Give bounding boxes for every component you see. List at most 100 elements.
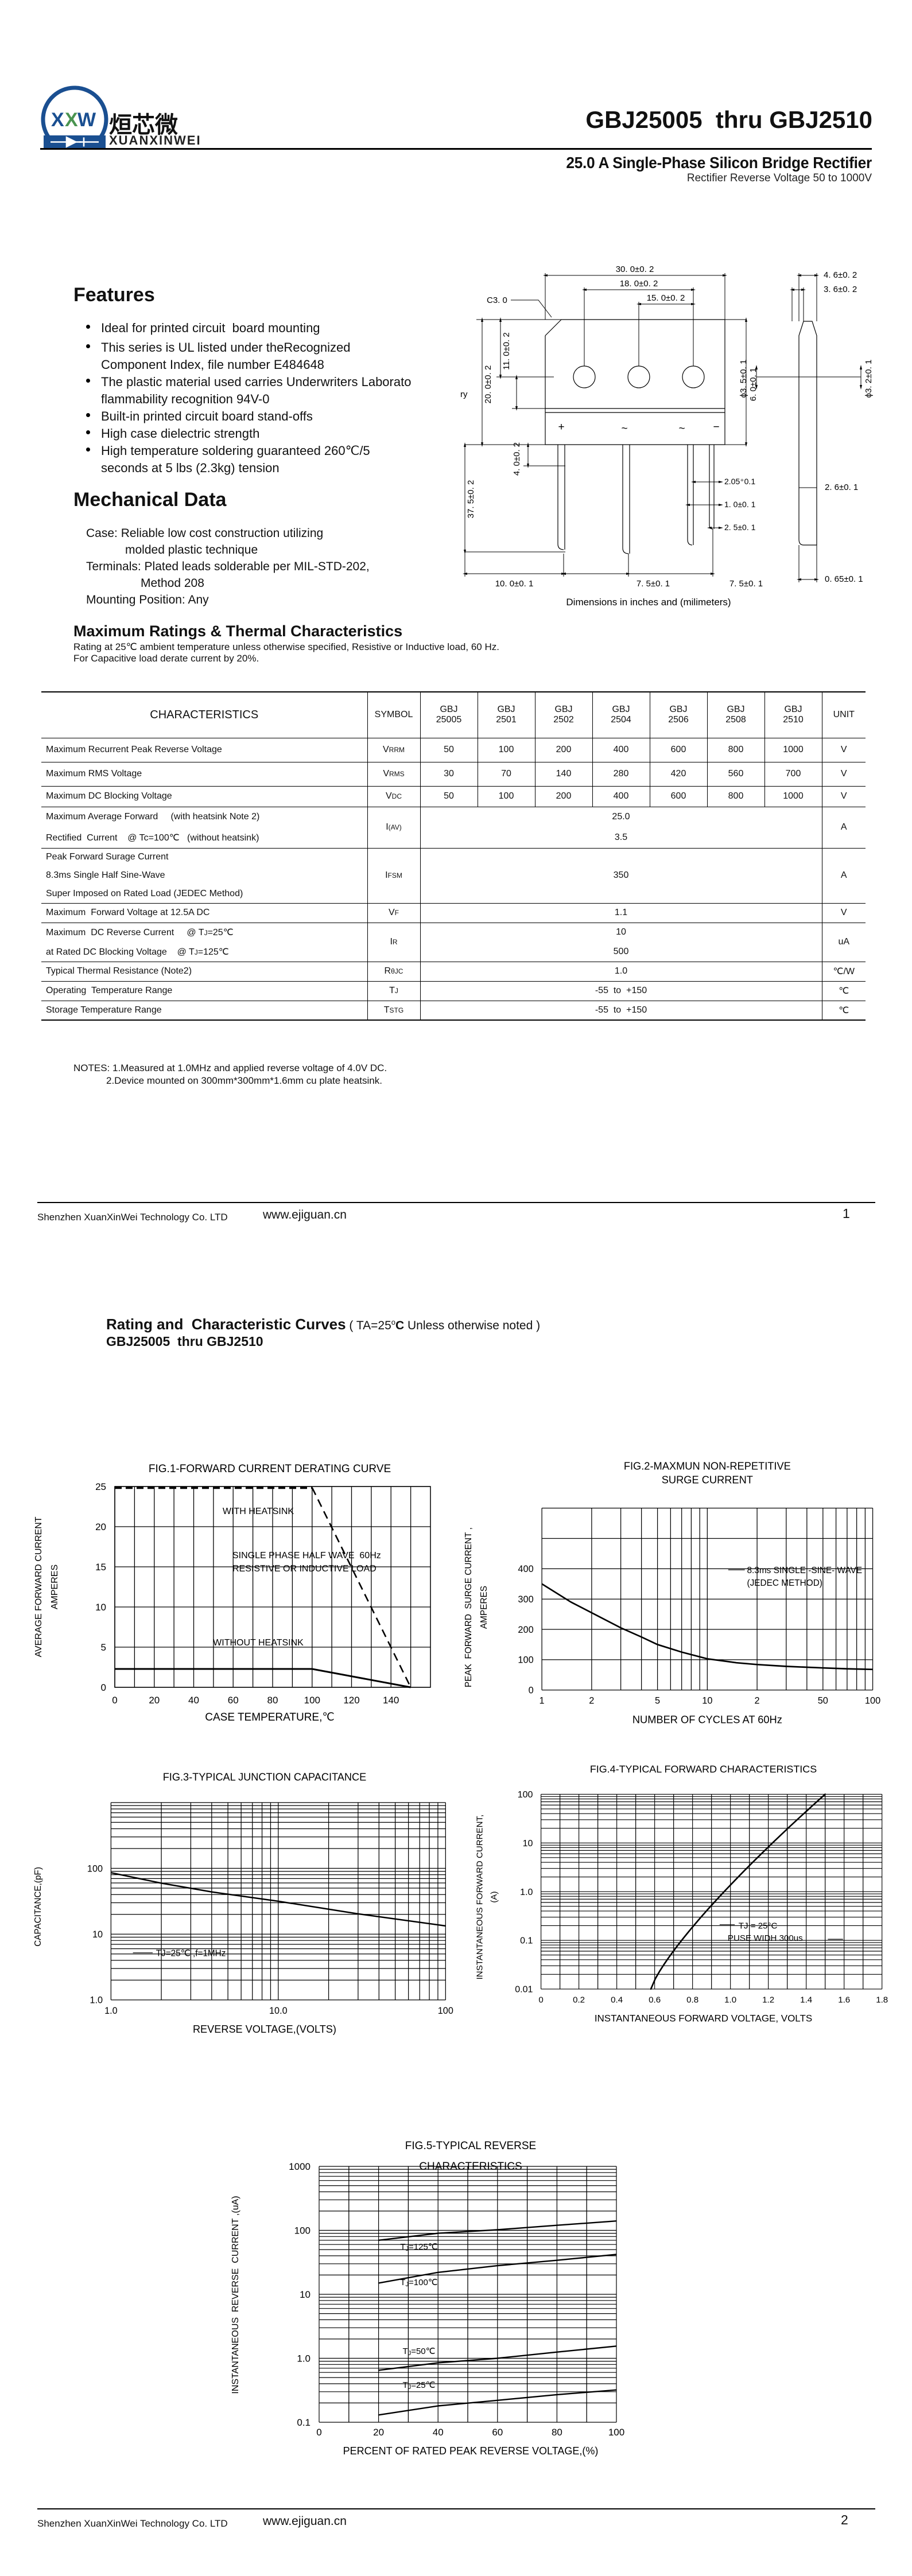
svg-text:AMPERES: AMPERES bbox=[479, 1586, 489, 1629]
svg-text:37. 5±0. 2: 37. 5±0. 2 bbox=[466, 480, 476, 519]
svg-text:100: 100 bbox=[87, 1863, 103, 1874]
svg-text:1.0: 1.0 bbox=[520, 1887, 533, 1897]
svg-text:400: 400 bbox=[518, 1564, 533, 1574]
svg-text:FIG.3-TYPICAL JUNCTION CAPACIT: FIG.3-TYPICAL JUNCTION CAPACITANCE bbox=[163, 1772, 366, 1783]
svg-text:15: 15 bbox=[95, 1562, 106, 1573]
svg-text:25: 25 bbox=[95, 1481, 106, 1492]
svg-text:8.3ms SINGLE -SINE- WAVE: 8.3ms SINGLE -SINE- WAVE bbox=[747, 1566, 863, 1575]
svg-text:4. 0±0. 2: 4. 0±0. 2 bbox=[512, 442, 522, 476]
svg-text:20. 0±0. 2: 20. 0±0. 2 bbox=[483, 365, 493, 404]
svg-text:15. 0±0. 2: 15. 0±0. 2 bbox=[647, 293, 685, 303]
svg-text:20: 20 bbox=[95, 1522, 106, 1532]
svg-text:100: 100 bbox=[438, 2006, 453, 2016]
svg-text:RESISTIVE OR INDUCTIVE LOAD: RESISTIVE OR INDUCTIVE LOAD bbox=[232, 1564, 377, 1574]
svg-text:INSTANTANEOUS FORWARD VOLTAGE,: INSTANTANEOUS FORWARD VOLTAGE, VOLTS bbox=[595, 2013, 812, 2024]
svg-text:100: 100 bbox=[518, 1789, 533, 1800]
svg-text:2. 6±0. 1: 2. 6±0. 1 bbox=[825, 482, 858, 492]
svg-text:NUMBER OF CYCLES AT 60Hz: NUMBER OF CYCLES AT 60Hz bbox=[632, 1713, 782, 1725]
svg-text:PUSE WIDH 300us: PUSE WIDH 300us bbox=[728, 1933, 803, 1943]
svg-text:~: ~ bbox=[678, 423, 685, 435]
svg-text:TJ=25℃ ,f=1MHz: TJ=25℃ ,f=1MHz bbox=[156, 1948, 226, 1958]
svg-text:(JEDEC METHOD): (JEDEC METHOD) bbox=[747, 1578, 822, 1588]
svg-text:+: + bbox=[558, 421, 564, 433]
svg-text:10. 0±0. 1: 10. 0±0. 1 bbox=[495, 579, 534, 589]
svg-text:ϕ3. 2±0. 1: ϕ3. 2±0. 1 bbox=[864, 360, 874, 398]
svg-text:TJ=100℃: TJ=100℃ bbox=[400, 2278, 437, 2288]
svg-text:5: 5 bbox=[655, 1696, 660, 1706]
svg-text:ϕ3. 5±0. 1: ϕ3. 5±0. 1 bbox=[739, 360, 748, 398]
svg-text:0.6: 0.6 bbox=[649, 1995, 661, 2005]
svg-text:0.4: 0.4 bbox=[611, 1995, 623, 2005]
svg-text:30. 0±0. 2: 30. 0±0. 2 bbox=[616, 264, 654, 274]
svg-text:ry: ry bbox=[460, 390, 468, 399]
svg-text:0.8: 0.8 bbox=[686, 1995, 698, 2005]
svg-text:SINGLE PHASE HALF WAVE 60Hz: SINGLE PHASE HALF WAVE 60Hz bbox=[232, 1551, 381, 1561]
svg-text:1.0: 1.0 bbox=[724, 1995, 736, 2005]
svg-text:10: 10 bbox=[523, 1838, 533, 1849]
svg-text:2: 2 bbox=[755, 1696, 760, 1706]
svg-text:PERCENT OF RATED PEAK REVERSE: PERCENT OF RATED PEAK REVERSE VOLTAGE,(%… bbox=[343, 2445, 599, 2457]
svg-text:40: 40 bbox=[433, 2427, 444, 2438]
svg-text:X: X bbox=[51, 109, 64, 131]
svg-text:(A): (A) bbox=[489, 1892, 499, 1903]
svg-text:100: 100 bbox=[865, 1696, 880, 1706]
svg-text:7. 5±0. 1: 7. 5±0. 1 bbox=[637, 579, 670, 589]
svg-text:C3. 0: C3. 0 bbox=[487, 295, 507, 305]
svg-text:FIG.4-TYPICAL FORWARD CHARACTE: FIG.4-TYPICAL FORWARD CHARACTERISTICS bbox=[590, 1764, 817, 1775]
svg-text:80: 80 bbox=[267, 1695, 278, 1706]
svg-text:1: 1 bbox=[540, 1696, 545, 1706]
svg-text:1.0: 1.0 bbox=[104, 2006, 118, 2016]
svg-text:1000: 1000 bbox=[289, 2161, 311, 2172]
svg-text:0: 0 bbox=[538, 1995, 543, 2005]
svg-text:10: 10 bbox=[702, 1696, 712, 1706]
svg-text:100: 100 bbox=[608, 2427, 624, 2438]
svg-text:0.01: 0.01 bbox=[515, 1984, 533, 1995]
svg-text:2.05⁺0.1: 2.05⁺0.1 bbox=[724, 477, 755, 486]
svg-text:100: 100 bbox=[518, 1655, 533, 1666]
svg-text:140: 140 bbox=[383, 1695, 399, 1706]
svg-text:200: 200 bbox=[518, 1625, 533, 1635]
svg-text:INSTANTANEOUS REVERSE CURREN: INSTANTANEOUS REVERSE CURRENT ,(uA) bbox=[231, 2196, 240, 2394]
svg-text:3. 6±0. 2: 3. 6±0. 2 bbox=[824, 285, 857, 294]
svg-text:1.2: 1.2 bbox=[762, 1995, 774, 2005]
svg-text:120: 120 bbox=[343, 1695, 359, 1706]
svg-text:FIG.5-TYPICAL REVERSE: FIG.5-TYPICAL REVERSE bbox=[405, 2140, 536, 2152]
svg-text:TJ = 25°C: TJ = 25°C bbox=[739, 1921, 778, 1931]
svg-text:1.0: 1.0 bbox=[90, 1995, 103, 2006]
svg-text:−: − bbox=[713, 421, 719, 433]
svg-text:2: 2 bbox=[589, 1696, 594, 1706]
svg-text:0. 65±0. 1: 0. 65±0. 1 bbox=[825, 574, 863, 584]
svg-text:5: 5 bbox=[101, 1642, 106, 1653]
svg-text:50: 50 bbox=[818, 1696, 828, 1706]
svg-text:0: 0 bbox=[529, 1685, 534, 1695]
svg-text:1.0: 1.0 bbox=[297, 2353, 311, 2364]
svg-text:80: 80 bbox=[552, 2427, 562, 2438]
svg-text:4. 6±0. 2: 4. 6±0. 2 bbox=[824, 270, 857, 280]
svg-text:REVERSE VOLTAGE,(VOLTS): REVERSE VOLTAGE,(VOLTS) bbox=[193, 2024, 336, 2035]
svg-text:10: 10 bbox=[95, 1602, 106, 1613]
svg-text:100: 100 bbox=[294, 2225, 311, 2236]
svg-text:CAPACITANCE,(pF): CAPACITANCE,(pF) bbox=[33, 1867, 43, 1947]
svg-text:1. 0±0. 1: 1. 0±0. 1 bbox=[724, 500, 756, 509]
svg-text:1.4: 1.4 bbox=[800, 1995, 812, 2005]
svg-text:100: 100 bbox=[304, 1695, 320, 1706]
svg-text:AVERAGE FORWARD CURRENT: AVERAGE FORWARD CURRENT bbox=[34, 1516, 44, 1657]
svg-text:TJ=25℃: TJ=25℃ bbox=[403, 2380, 436, 2391]
svg-text:10.0: 10.0 bbox=[269, 2006, 288, 2016]
svg-text:7. 5±0. 1: 7. 5±0. 1 bbox=[729, 579, 763, 589]
svg-text:0.2: 0.2 bbox=[573, 1995, 585, 2005]
svg-text:10: 10 bbox=[300, 2289, 311, 2300]
svg-text:~: ~ bbox=[621, 423, 627, 435]
svg-text:PEAK FORWARD SURGE CURRENT ,: PEAK FORWARD SURGE CURRENT , bbox=[464, 1527, 474, 1687]
svg-text:18. 0±0. 2: 18. 0±0. 2 bbox=[620, 279, 658, 289]
svg-text:AMPERES: AMPERES bbox=[50, 1565, 60, 1609]
svg-text:CASE TEMPERATURE,℃: CASE TEMPERATURE,℃ bbox=[205, 1711, 334, 1723]
svg-text:TJ=125℃: TJ=125℃ bbox=[400, 2242, 437, 2252]
svg-text:WITH HEATSINK: WITH HEATSINK bbox=[223, 1507, 294, 1516]
svg-text:2. 5±0. 1: 2. 5±0. 1 bbox=[724, 523, 756, 532]
svg-text:0: 0 bbox=[112, 1695, 117, 1706]
svg-text:10: 10 bbox=[92, 1929, 103, 1940]
svg-text:0: 0 bbox=[316, 2427, 321, 2438]
svg-text:1.8: 1.8 bbox=[876, 1995, 888, 2005]
svg-text:40: 40 bbox=[188, 1695, 199, 1706]
